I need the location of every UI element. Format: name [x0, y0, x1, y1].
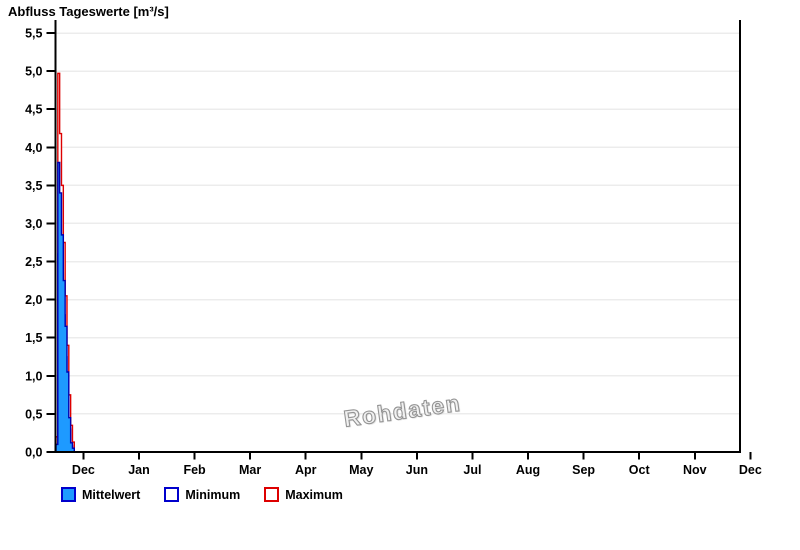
x-tick-label: Aug: [516, 463, 540, 477]
series-mittelwert-area: [55, 161, 75, 453]
legend-item-maximum: Maximum: [264, 487, 343, 502]
y-tick-label: 5,0: [25, 65, 42, 79]
x-tick-label: May: [349, 463, 373, 477]
y-tick-label: 5,5: [25, 27, 42, 41]
x-tick-label: Dec: [739, 463, 762, 477]
x-tick-label: Nov: [683, 463, 707, 477]
x-tick-label: Dec: [72, 463, 95, 477]
y-tick-label: 1,0: [25, 369, 42, 383]
legend-label: Mittelwert: [82, 487, 141, 502]
x-tick-label: Oct: [629, 463, 651, 477]
y-tick-label: 0,5: [25, 407, 42, 421]
y-tick-label: 2,0: [25, 293, 42, 307]
legend: Mittelwert Minimum Maximum: [61, 487, 343, 502]
x-tick-label: Feb: [183, 463, 206, 477]
legend-item-minimum: Minimum: [164, 487, 240, 502]
x-tick-label: Mar: [239, 463, 261, 477]
x-tick-label: Sep: [572, 463, 595, 477]
y-tick-label: 1,5: [25, 331, 42, 345]
legend-swatch-maximum: [264, 487, 280, 502]
x-tick-label: Jan: [128, 463, 150, 477]
x-tick-label: Apr: [295, 463, 317, 477]
legend-swatch-minimum: [164, 487, 180, 502]
legend-swatch-mittelwert: [61, 487, 76, 502]
legend-item-mittelwert: Mittelwert: [61, 487, 140, 502]
x-tick-label: Jul: [463, 463, 481, 477]
chart-title: Abfluss Tageswerte [m³/s]: [8, 4, 169, 19]
x-tick-label: Jun: [406, 463, 428, 477]
legend-label: Maximum: [285, 487, 343, 502]
y-tick-label: 0,0: [25, 446, 42, 460]
legend-label: Minimum: [185, 487, 241, 502]
y-tick-label: 3,0: [25, 217, 42, 231]
y-tick-label: 2,5: [25, 255, 42, 269]
y-tick-label: 3,5: [25, 179, 42, 193]
y-tick-label: 4,0: [25, 141, 42, 155]
y-tick-label: 4,5: [25, 103, 42, 117]
